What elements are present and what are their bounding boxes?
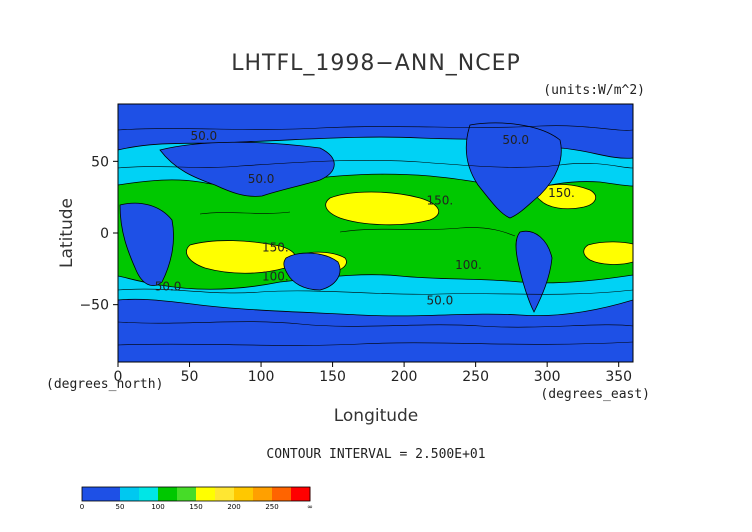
chart-title: LHTFL_1998−ANN_NCEP	[231, 51, 521, 76]
contour-label: 50.0	[155, 279, 182, 293]
x-tick-label: 250	[462, 369, 489, 385]
contour-label: 50.0	[502, 133, 529, 147]
contour-map	[118, 122, 633, 346]
x-tick-label: 350	[605, 369, 632, 385]
units-label: (units:W/m^2)	[543, 83, 645, 98]
colorbar-tick-label: 250	[265, 503, 278, 511]
x-axis-label: Longitude	[334, 406, 419, 426]
contour-label: 150.	[262, 241, 289, 255]
x-tick-label: 100	[248, 369, 275, 385]
y-tick-label: 50	[91, 154, 109, 170]
colorbar-swatch	[120, 487, 140, 501]
land-africa	[119, 202, 174, 286]
y-unit-label: (degrees_north)	[46, 377, 163, 392]
colorbar-swatch	[139, 487, 159, 501]
colorbar-swatch	[177, 487, 197, 501]
contour-label: 100.	[262, 269, 289, 283]
contour-label: 50.0	[248, 172, 275, 186]
contour-label: 50.0	[190, 129, 217, 143]
y-tick-label: −50	[79, 298, 109, 314]
contour-fill-yellow-npacific	[325, 191, 440, 226]
colorbar-tick-label: 150	[189, 503, 202, 511]
colorbar-swatch	[253, 487, 273, 501]
colorbar-swatch	[158, 487, 178, 501]
colorbar-tick-label: 50	[116, 503, 125, 511]
land-south-america	[515, 230, 553, 313]
x-unit-label: (degrees_east)	[540, 387, 650, 402]
contour-lines	[118, 125, 633, 346]
contour-fill-yellow-satlantic	[583, 241, 633, 265]
colorbar-swatch	[101, 487, 121, 501]
y-tick-label: 0	[100, 226, 109, 242]
colorbar-swatch	[234, 487, 254, 501]
y-axis-label: Latitude	[57, 198, 77, 268]
contour-label: 100.	[455, 258, 482, 272]
land-australia	[283, 252, 341, 291]
contour-label: 150.	[427, 193, 454, 207]
colorbar-tick-label: 100	[151, 503, 164, 511]
colorbar-tick-label: 0	[80, 503, 84, 511]
x-tick-label: 150	[319, 369, 346, 385]
land-eurasia	[159, 141, 335, 197]
x-tick-label: 50	[181, 369, 199, 385]
colorbar-swatch	[291, 487, 311, 501]
land-north-america	[465, 122, 562, 219]
contour-label: 150.	[548, 186, 575, 200]
colorbar-swatch	[82, 487, 102, 501]
contour-label: 50.0	[427, 294, 454, 308]
colorbar-tick-label: ∞	[307, 503, 313, 511]
colorbar-swatch	[196, 487, 216, 501]
colorbar-swatch	[272, 487, 292, 501]
x-tick-label: 200	[391, 369, 418, 385]
x-tick-label: 300	[534, 369, 561, 385]
colorbar-tick-label: 200	[227, 503, 240, 511]
colorbar-swatch	[215, 487, 235, 501]
x-tick-label: 0	[114, 369, 123, 385]
contour-interval-label: CONTOUR INTERVAL = 2.500E+01	[266, 447, 485, 462]
colorbar-frame	[81, 486, 311, 502]
colorbar: 0 50 100 150 200 250 ∞	[80, 486, 313, 511]
